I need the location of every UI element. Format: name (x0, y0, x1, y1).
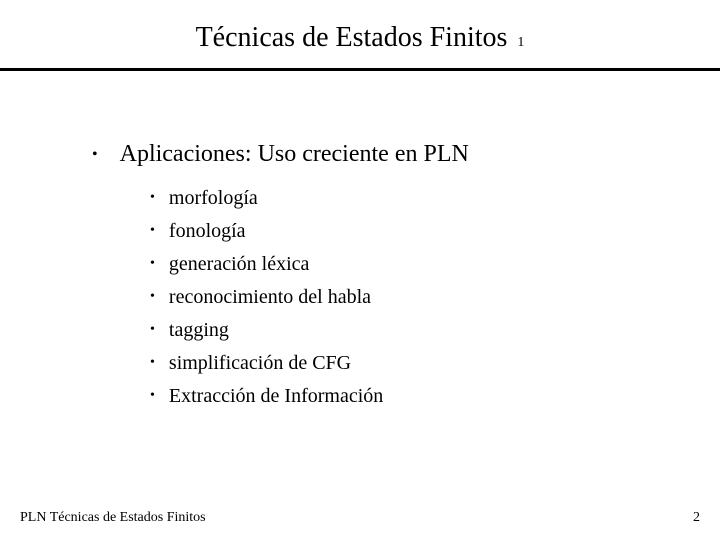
bullet-icon: • (150, 385, 155, 407)
slide-footer: PLN Técnicas de Estados Finitos 2 (20, 510, 700, 526)
bullet-icon: • (150, 253, 155, 275)
bullet-level2-text: Extracción de Información (169, 385, 383, 408)
bullet-level2: • fonología (150, 220, 720, 243)
bullet-level2-list: • morfología • fonología • generación lé… (92, 187, 720, 408)
slide-body: • Aplicaciones: Uso creciente en PLN • m… (0, 71, 720, 408)
bullet-level2: • Extracción de Información (150, 385, 720, 408)
bullet-level2: • tagging (150, 319, 720, 342)
bullet-level1-text: Aplicaciones: Uso creciente en PLN (120, 141, 469, 168)
bullet-level2: • generación léxica (150, 253, 720, 276)
bullet-level2: • reconocimiento del habla (150, 286, 720, 309)
bullet-level2-text: simplificación de CFG (169, 352, 351, 375)
bullet-icon: • (150, 187, 155, 209)
bullet-icon: • (150, 352, 155, 374)
bullet-level2-text: generación léxica (169, 253, 309, 276)
bullet-level2-text: tagging (169, 319, 229, 342)
bullet-level2-text: reconocimiento del habla (169, 286, 371, 309)
bullet-icon: • (150, 286, 155, 308)
bullet-icon: • (150, 220, 155, 242)
slide-title-subscript: 1 (517, 35, 524, 50)
bullet-level2-text: morfología (169, 187, 258, 210)
bullet-level2: • morfología (150, 187, 720, 210)
footer-page-number: 2 (693, 510, 700, 526)
footer-left: PLN Técnicas de Estados Finitos (20, 510, 206, 526)
bullet-level2-text: fonología (169, 220, 246, 243)
bullet-icon: • (150, 319, 155, 341)
title-area: Técnicas de Estados Finitos 1 (0, 0, 720, 54)
bullet-icon: • (92, 141, 98, 169)
bullet-level1: • Aplicaciones: Uso creciente en PLN (92, 141, 720, 169)
slide: Técnicas de Estados Finitos 1 • Aplicaci… (0, 0, 720, 540)
slide-title: Técnicas de Estados Finitos (196, 22, 508, 53)
bullet-level2: • simplificación de CFG (150, 352, 720, 375)
